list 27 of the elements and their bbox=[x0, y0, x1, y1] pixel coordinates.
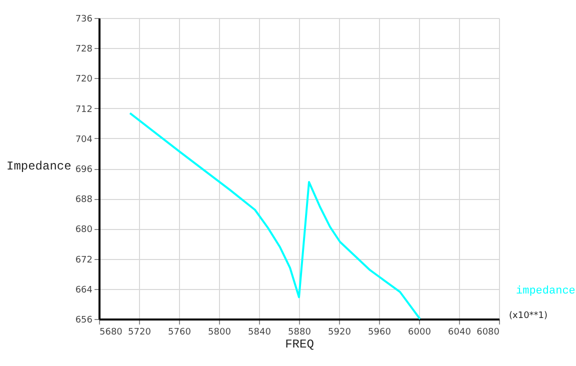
x-tick-label: 5760 bbox=[168, 328, 192, 338]
x-tick-label: 5720 bbox=[128, 328, 152, 338]
x-tick-label: 6080 bbox=[476, 328, 500, 338]
x-tick-label: 5800 bbox=[208, 328, 232, 338]
y-tick-label: 736 bbox=[75, 14, 93, 24]
x-tick-label: 6040 bbox=[448, 328, 472, 338]
y-tick-label: 672 bbox=[75, 255, 92, 266]
x-tick-label: 5920 bbox=[328, 328, 352, 338]
x-tick-label: 5960 bbox=[368, 328, 392, 338]
y-tick-label: 656 bbox=[75, 316, 93, 326]
text: (x10**1) bbox=[509, 311, 548, 321]
y-axis-title: Impedance bbox=[6, 160, 72, 174]
line-series bbox=[129, 112, 421, 320]
y-tick-label: 704 bbox=[75, 134, 93, 145]
y-tick-label: 728 bbox=[75, 44, 93, 55]
y-tick-label: 712 bbox=[75, 104, 92, 115]
y-tick-label: 688 bbox=[75, 195, 93, 206]
x-tick-label: 5680 bbox=[100, 328, 123, 338]
x-tick-label: 6000 bbox=[408, 328, 432, 338]
x-axis-title: FREQ bbox=[285, 338, 314, 352]
y-tick-label: 720 bbox=[75, 74, 93, 85]
y-tick-label: 680 bbox=[75, 225, 93, 236]
x-tick-label: 5880 bbox=[288, 328, 312, 338]
text: impedance bbox=[516, 286, 576, 298]
x-tick-label: 5840 bbox=[248, 328, 272, 338]
y-tick-label: 696 bbox=[75, 165, 93, 175]
y-tick-label: 664 bbox=[75, 285, 93, 296]
